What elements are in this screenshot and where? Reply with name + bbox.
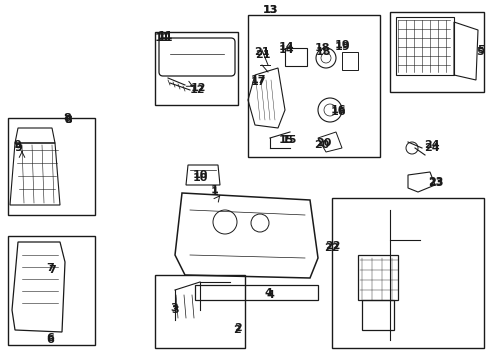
Text: 20: 20	[316, 138, 331, 148]
Text: 24: 24	[423, 140, 439, 150]
Text: 7: 7	[46, 263, 54, 273]
Text: 15: 15	[281, 135, 296, 145]
Text: 5: 5	[476, 45, 484, 55]
Text: 20: 20	[314, 140, 329, 150]
Text: 13: 13	[262, 5, 277, 15]
Bar	[247, 15, 379, 157]
Text: 15: 15	[278, 135, 293, 145]
Bar	[285, 48, 306, 66]
Text: 1: 1	[211, 187, 219, 197]
Text: 19: 19	[334, 40, 350, 50]
Text: 22: 22	[324, 243, 339, 253]
Text: 3: 3	[171, 305, 179, 315]
Bar	[361, 300, 393, 330]
Text: 10: 10	[192, 173, 207, 183]
Bar	[395, 17, 453, 75]
Text: 9: 9	[13, 140, 21, 150]
Text: 2: 2	[234, 323, 242, 333]
Text: 12: 12	[190, 83, 205, 93]
Text: 7: 7	[48, 265, 56, 275]
Text: 9: 9	[14, 143, 22, 153]
Text: 22: 22	[325, 241, 340, 251]
Text: 11: 11	[154, 33, 169, 43]
Text: 13: 13	[262, 5, 277, 15]
Text: 4: 4	[264, 288, 271, 298]
Bar	[8, 118, 95, 215]
Bar	[155, 32, 238, 105]
Text: 16: 16	[329, 107, 345, 117]
Text: 14: 14	[278, 45, 293, 55]
Text: 24: 24	[423, 143, 439, 153]
Text: 2: 2	[233, 325, 241, 335]
Text: 6: 6	[46, 335, 54, 345]
Text: 19: 19	[333, 42, 349, 52]
Bar	[331, 198, 483, 348]
Text: 3: 3	[170, 303, 178, 313]
Text: 6: 6	[46, 333, 54, 343]
Text: 16: 16	[329, 105, 345, 115]
Text: 8: 8	[63, 113, 71, 123]
Text: 8: 8	[64, 115, 72, 125]
Text: 21: 21	[255, 50, 270, 60]
Text: 10: 10	[192, 170, 207, 180]
Text: 23: 23	[427, 177, 443, 187]
Text: 8: 8	[64, 115, 72, 125]
Text: 21: 21	[254, 47, 269, 57]
Text: 5: 5	[475, 47, 483, 57]
Text: 23: 23	[427, 178, 443, 188]
Text: 1: 1	[211, 185, 219, 195]
Text: 18: 18	[314, 43, 329, 53]
Bar	[155, 275, 244, 348]
Bar	[389, 12, 483, 92]
Text: 4: 4	[265, 290, 273, 300]
Bar	[357, 255, 397, 300]
Text: 11: 11	[157, 33, 172, 43]
Text: 11: 11	[157, 31, 172, 41]
Text: 14: 14	[279, 42, 294, 52]
Bar	[341, 52, 357, 70]
Text: 18: 18	[315, 47, 330, 57]
Bar	[8, 236, 95, 345]
Text: 17: 17	[250, 75, 265, 85]
Text: 12: 12	[189, 85, 204, 95]
Text: 17: 17	[250, 77, 265, 87]
